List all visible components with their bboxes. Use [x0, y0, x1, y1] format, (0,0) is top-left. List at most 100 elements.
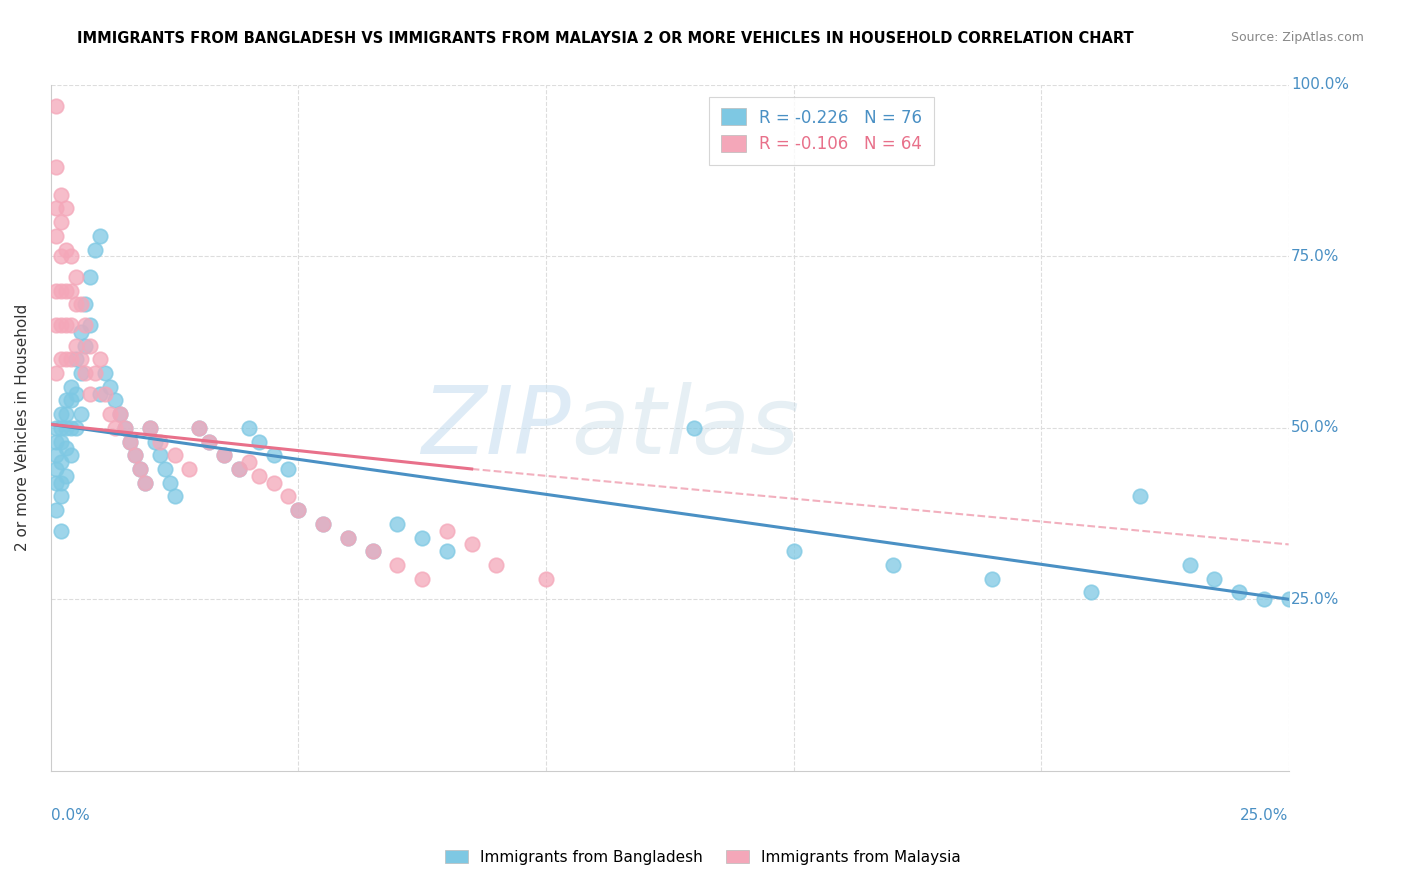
- Legend: R = -0.226   N = 76, R = -0.106   N = 64: R = -0.226 N = 76, R = -0.106 N = 64: [709, 96, 934, 165]
- Point: [49, 187, 72, 202]
- Point: [134, 475, 156, 490]
- Point: [118, 434, 141, 449]
- Text: 100.0%: 100.0%: [1291, 78, 1350, 93]
- Point: [124, 448, 146, 462]
- Point: [49, 215, 72, 229]
- Point: [683, 421, 706, 435]
- Point: [139, 421, 162, 435]
- Point: [1129, 490, 1152, 504]
- Point: [163, 448, 186, 462]
- Point: [108, 407, 131, 421]
- Point: [460, 537, 482, 551]
- Point: [312, 516, 335, 531]
- Point: [65, 338, 87, 352]
- Point: [129, 462, 152, 476]
- Point: [287, 503, 309, 517]
- Point: [49, 434, 72, 449]
- Point: [387, 558, 409, 572]
- Text: 50.0%: 50.0%: [1291, 420, 1340, 435]
- Point: [55, 243, 77, 257]
- Point: [149, 434, 172, 449]
- Point: [45, 98, 67, 112]
- Point: [49, 455, 72, 469]
- Point: [65, 352, 87, 367]
- Point: [55, 442, 77, 456]
- Point: [247, 468, 270, 483]
- Point: [114, 421, 136, 435]
- Point: [1204, 572, 1226, 586]
- Point: [163, 490, 186, 504]
- Point: [59, 379, 82, 393]
- Text: IMMIGRANTS FROM BANGLADESH VS IMMIGRANTS FROM MALAYSIA 2 OR MORE VEHICLES IN HOU: IMMIGRANTS FROM BANGLADESH VS IMMIGRANTS…: [77, 31, 1135, 46]
- Point: [59, 318, 82, 332]
- Point: [1080, 585, 1102, 599]
- Point: [45, 475, 67, 490]
- Point: [198, 434, 221, 449]
- Point: [84, 243, 107, 257]
- Point: [75, 297, 97, 311]
- Point: [45, 503, 67, 517]
- Point: [212, 448, 235, 462]
- Point: [69, 352, 91, 367]
- Point: [263, 448, 285, 462]
- Text: 0.0%: 0.0%: [51, 808, 90, 823]
- Point: [59, 352, 82, 367]
- Point: [411, 531, 433, 545]
- Point: [387, 516, 409, 531]
- Point: [79, 269, 101, 284]
- Point: [55, 407, 77, 421]
- Point: [104, 393, 127, 408]
- Point: [45, 202, 67, 216]
- Point: [59, 421, 82, 435]
- Point: [980, 572, 1002, 586]
- Point: [188, 421, 211, 435]
- Point: [49, 490, 72, 504]
- Point: [69, 366, 91, 380]
- Y-axis label: 2 or more Vehicles in Household: 2 or more Vehicles in Household: [15, 304, 30, 551]
- Point: [336, 531, 359, 545]
- Point: [149, 448, 172, 462]
- Point: [75, 338, 97, 352]
- Text: 25.0%: 25.0%: [1240, 808, 1289, 823]
- Point: [118, 434, 141, 449]
- Point: [1178, 558, 1201, 572]
- Text: Source: ZipAtlas.com: Source: ZipAtlas.com: [1230, 31, 1364, 45]
- Point: [1253, 592, 1275, 607]
- Point: [436, 544, 458, 558]
- Point: [49, 524, 72, 538]
- Point: [247, 434, 270, 449]
- Point: [198, 434, 221, 449]
- Point: [49, 318, 72, 332]
- Point: [134, 475, 156, 490]
- Point: [277, 462, 299, 476]
- Point: [55, 284, 77, 298]
- Point: [49, 284, 72, 298]
- Point: [361, 544, 384, 558]
- Point: [143, 434, 166, 449]
- Point: [59, 393, 82, 408]
- Text: 25.0%: 25.0%: [1291, 591, 1340, 607]
- Point: [79, 386, 101, 401]
- Point: [69, 407, 91, 421]
- Point: [89, 228, 111, 243]
- Point: [79, 318, 101, 332]
- Point: [45, 284, 67, 298]
- Point: [411, 572, 433, 586]
- Point: [55, 318, 77, 332]
- Point: [55, 468, 77, 483]
- Point: [49, 249, 72, 263]
- Point: [65, 421, 87, 435]
- Point: [436, 524, 458, 538]
- Point: [89, 352, 111, 367]
- Point: [361, 544, 384, 558]
- Point: [75, 366, 97, 380]
- Point: [238, 455, 260, 469]
- Point: [882, 558, 904, 572]
- Point: [139, 421, 162, 435]
- Point: [228, 462, 250, 476]
- Point: [263, 475, 285, 490]
- Point: [55, 421, 77, 435]
- Text: ZIP: ZIP: [420, 383, 571, 474]
- Point: [65, 269, 87, 284]
- Point: [485, 558, 508, 572]
